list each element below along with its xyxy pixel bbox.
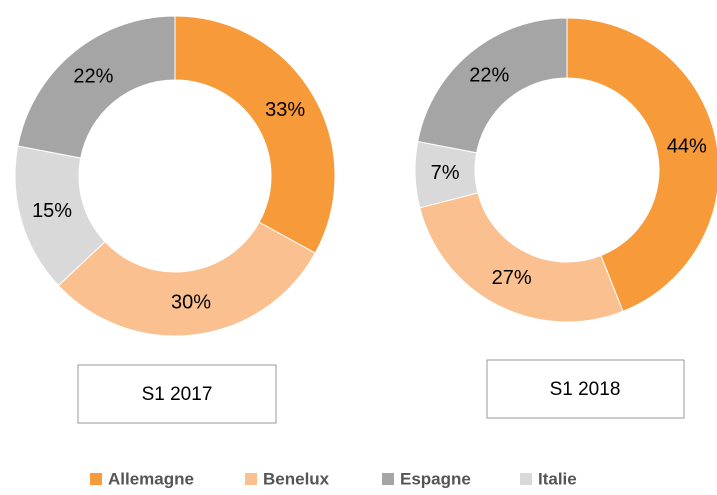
chart-title: S1 2018	[550, 379, 621, 400]
legend-swatch	[245, 473, 257, 485]
donut-slice	[17, 15, 176, 159]
donut-slice	[57, 221, 316, 337]
data-label: 44%	[667, 135, 707, 157]
chart-title: S1 2017	[142, 384, 213, 405]
legend-swatch	[382, 473, 394, 485]
title-box	[77, 364, 277, 424]
legend-label: Benelux	[263, 469, 330, 488]
donut-slice	[566, 17, 717, 312]
data-label: 22%	[469, 64, 509, 86]
legend-swatch	[90, 473, 102, 485]
legend-swatch	[520, 473, 532, 485]
data-label: 30%	[171, 291, 211, 313]
legend-label: Italie	[538, 469, 577, 488]
legend-label: Allemagne	[108, 469, 194, 488]
donut-slice	[174, 15, 336, 254]
data-label: 22%	[73, 66, 113, 88]
data-label: 7%	[431, 162, 460, 184]
data-label: 27%	[492, 267, 532, 289]
title-box	[486, 359, 685, 419]
data-label: 33%	[265, 99, 305, 121]
donut-slice	[419, 192, 624, 323]
data-label: 15%	[32, 200, 72, 222]
legend-label: Espagne	[400, 469, 471, 488]
donut-slice	[417, 17, 568, 154]
